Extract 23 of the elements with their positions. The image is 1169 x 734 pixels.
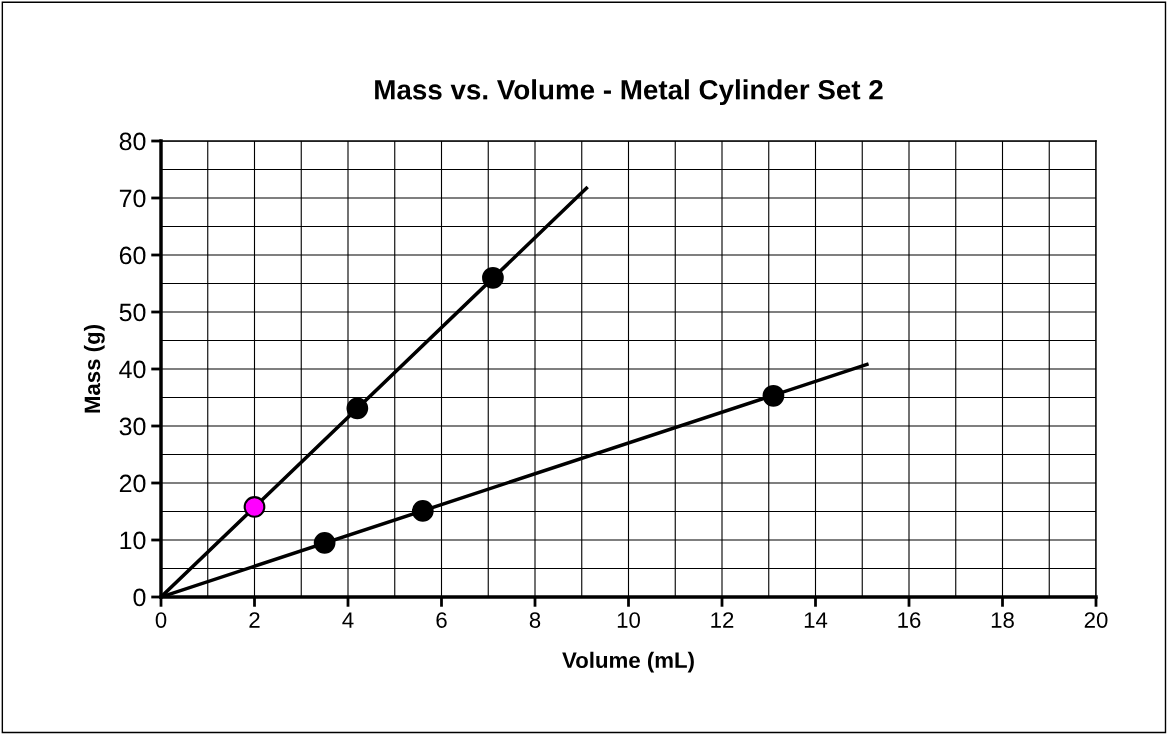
y-tick-label: 10: [120, 531, 146, 550]
y-tick-label: 40: [119, 360, 146, 379]
x-tick-label: 18: [991, 612, 1014, 628]
x-tick-label: 20: [1084, 612, 1108, 628]
x-tick-label: 12: [711, 612, 734, 628]
y-tick-label: 30: [119, 417, 146, 436]
x-tick-label: 16: [898, 612, 921, 628]
x-tick-label: 8: [529, 612, 541, 628]
x-tick-label: 6: [436, 612, 447, 628]
y-tick-label: 0: [133, 588, 146, 607]
y-tick-label: 70: [119, 189, 146, 208]
x-tick-label: 14: [804, 612, 828, 628]
y-axis-title: Mass (g): [83, 325, 105, 413]
x-axis-title: Volume (mL): [562, 651, 694, 673]
x-tick-label: 2: [249, 612, 260, 628]
chart-title: Mass vs. Volume - Metal Cylinder Set 2: [375, 79, 883, 106]
y-tick-label: 50: [119, 303, 146, 322]
y-tick-label: 20: [119, 474, 146, 493]
x-tick-label: 0: [155, 612, 167, 628]
y-tick-label: 80: [119, 132, 146, 151]
x-tick-label: 10: [617, 612, 640, 628]
y-tick-label: 60: [119, 246, 146, 265]
x-tick-label: 4: [342, 612, 354, 628]
